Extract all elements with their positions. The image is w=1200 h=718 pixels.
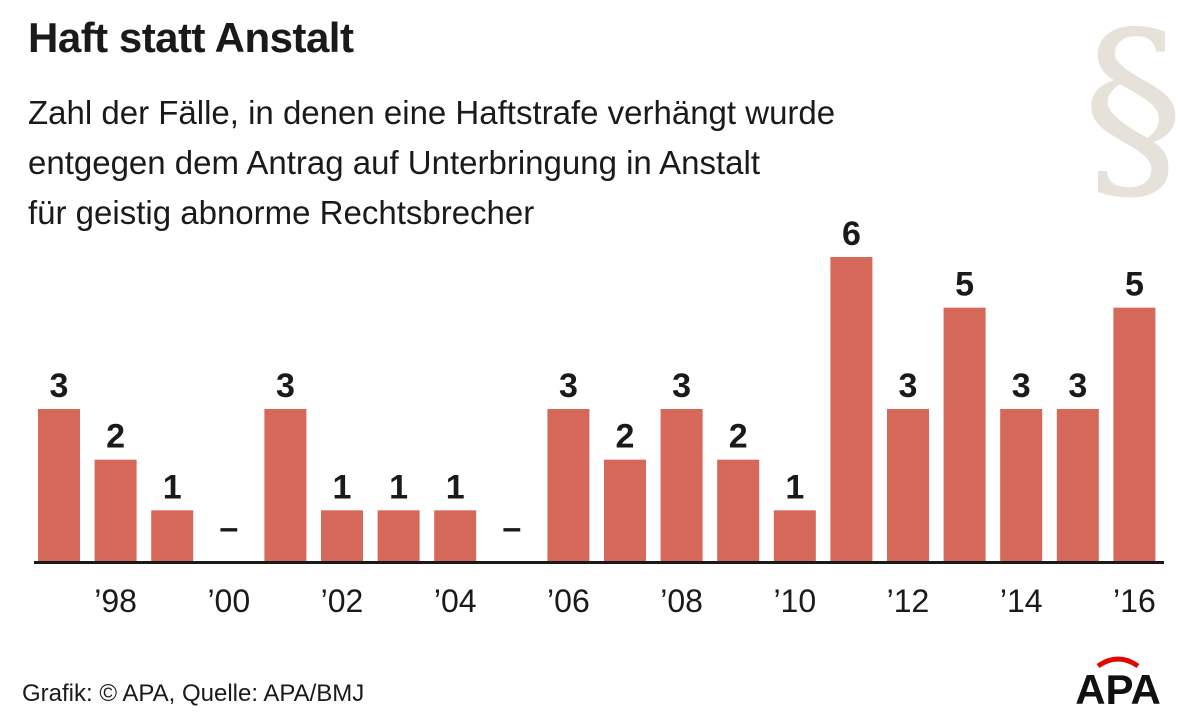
bar-1999 — [151, 510, 194, 561]
data-label-2012: 3 — [899, 367, 918, 405]
x-tick-label-2004: ’04 — [434, 583, 477, 619]
data-label-2014: 3 — [1012, 367, 1031, 405]
bar-2013 — [943, 307, 986, 561]
data-label-2003: 1 — [389, 468, 408, 506]
x-tick-label-2006: ’06 — [547, 583, 590, 619]
data-label-2008: 3 — [672, 367, 691, 405]
data-label-1999: 1 — [163, 468, 182, 506]
bar-2007 — [604, 459, 646, 561]
logo-text: APA — [1075, 666, 1161, 708]
data-label-2000: – — [219, 509, 238, 547]
subtitle-line-3: für geistig abnorme Rechtsbrecher — [28, 194, 535, 231]
paragraph-symbol-icon: § — [1082, 0, 1185, 227]
bar-2003 — [377, 510, 420, 561]
bar-2012 — [887, 409, 929, 561]
data-label-2002: 1 — [333, 468, 352, 506]
x-tick-label-2002: ’02 — [321, 583, 364, 619]
bar-2001 — [264, 409, 307, 561]
subtitle-line-1: Zahl der Fälle, in denen eine Haftstrafe… — [28, 94, 836, 131]
bar-2009 — [717, 459, 760, 561]
data-label-2010: 1 — [785, 468, 804, 506]
data-label-2004: 1 — [446, 468, 465, 506]
data-label-2015: 3 — [1068, 367, 1087, 405]
bar-2008 — [660, 409, 703, 561]
chart-title: Haft statt Anstalt — [28, 14, 354, 61]
data-label-2011: 6 — [842, 215, 861, 253]
data-label-2007: 2 — [616, 418, 635, 456]
data-label-2001: 3 — [276, 367, 295, 405]
apa-logo: APA — [1075, 656, 1161, 708]
subtitle-line-2: entgegen dem Antrag auf Unterbringung in… — [28, 144, 761, 181]
bar-2006 — [547, 409, 590, 561]
bar-1998 — [94, 459, 137, 561]
data-label-2006: 3 — [559, 367, 578, 405]
bar-2016 — [1113, 307, 1156, 561]
chart-subtitle: Zahl der Fälle, in denen eine Haftstrafe… — [28, 88, 1048, 238]
data-label-1998: 2 — [106, 418, 125, 456]
x-tick-label-2010: ’10 — [773, 583, 816, 619]
data-label-2009: 2 — [729, 418, 748, 456]
data-label-2016: 5 — [1125, 266, 1144, 304]
logo-accent-arc — [1096, 656, 1140, 669]
data-label-2013: 5 — [955, 266, 974, 304]
source-credit: Grafik: © APA, Quelle: APA/BMJ — [22, 680, 365, 707]
data-label-1997: 3 — [50, 367, 69, 405]
x-tick-label-2008: ’08 — [660, 583, 703, 619]
x-tick-label-2000: ’00 — [207, 583, 250, 619]
x-tick-label-2016: ’16 — [1113, 583, 1156, 619]
bar-2014 — [1000, 409, 1043, 561]
bar-2002 — [321, 510, 363, 561]
data-label-2005: – — [502, 509, 521, 547]
x-tick-label-1998: ’98 — [94, 583, 137, 619]
x-tick-label-2012: ’12 — [887, 583, 930, 619]
bar-1997 — [38, 409, 80, 561]
bar-2015 — [1056, 409, 1099, 561]
x-tick-label-2014: ’14 — [1000, 583, 1043, 619]
bar-2011 — [830, 257, 873, 561]
bar-2004 — [434, 510, 477, 561]
bar-2010 — [773, 510, 816, 561]
